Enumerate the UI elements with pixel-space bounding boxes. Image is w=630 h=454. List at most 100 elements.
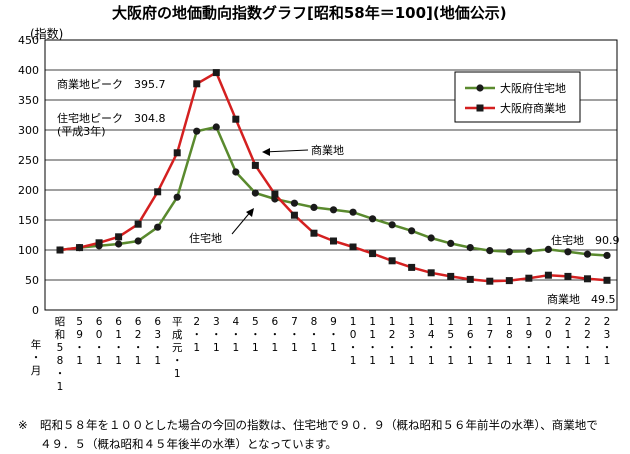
x-tick-label: 1 <box>604 355 611 367</box>
x-tick-label: ・ <box>270 329 281 341</box>
x-tick-label: 9 <box>330 316 337 328</box>
x-tick-label: 1 <box>232 342 239 354</box>
data-point <box>525 247 533 255</box>
annotation-com-label: 商業地 <box>311 143 344 157</box>
data-point <box>271 190 279 198</box>
data-point <box>544 271 552 279</box>
x-tick-label: ・ <box>74 342 85 354</box>
x-tick-label: 2 <box>604 316 611 328</box>
x-tick-label: 1 <box>565 329 572 341</box>
x-tick-label: 6 <box>154 316 161 328</box>
x-tick-label: ・ <box>133 342 144 354</box>
data-point <box>368 215 377 223</box>
y-tick-label: 350 <box>18 94 39 107</box>
data-point <box>349 208 357 216</box>
arrow-residential-head <box>246 208 254 217</box>
data-point <box>310 229 318 237</box>
x-tick-label: 9 <box>526 329 533 341</box>
data-point <box>486 277 494 285</box>
footnote-text: 昭和５８年を１００とした場合の今回の指数は、住宅地で９０．９（概ね昭和５６年前半… <box>40 418 598 451</box>
data-point <box>193 127 201 135</box>
x-tick-label: 6 <box>96 316 103 328</box>
x-tick-label: ・ <box>192 329 203 341</box>
x-tick-label: 8 <box>311 316 318 328</box>
data-point <box>349 243 357 251</box>
data-point <box>290 199 299 207</box>
x-tick-label: 1 <box>467 316 474 328</box>
x-tick-label: ・ <box>55 368 66 380</box>
x-tick-label: 1 <box>408 355 415 367</box>
x-tick-label: 1 <box>174 368 181 380</box>
x-tick-label: 1 <box>389 355 396 367</box>
x-tick-label: ・ <box>406 342 417 354</box>
y-tick-label: 50 <box>25 274 39 287</box>
x-tick-label: ・ <box>211 329 222 341</box>
legend-box <box>454 71 581 123</box>
x-tick-label: 1 <box>428 355 435 367</box>
y-tick-label: 250 <box>18 154 39 167</box>
x-tick-label: 1 <box>213 342 220 354</box>
y-tick-label: 100 <box>18 244 39 257</box>
annotation-com-peak: 商業地ピーク 395.7 <box>57 77 166 91</box>
data-point <box>173 193 181 201</box>
x-tick-label: ・ <box>524 342 535 354</box>
annotation-res-end: 住宅地 90.9 <box>551 233 620 247</box>
x-tick-label: 1 <box>272 342 279 354</box>
x-tick-label: 2 <box>389 329 396 341</box>
annotation-res-label: 住宅地 <box>189 231 222 245</box>
x-tick-label: 1 <box>291 342 298 354</box>
x-tick-label: 2 <box>584 329 591 341</box>
x-tick-label: 6 <box>135 316 142 328</box>
data-point <box>95 239 103 247</box>
x-tick-label: 1 <box>526 316 533 328</box>
x-tick-label: ・ <box>485 342 496 354</box>
x-tick-label: 1 <box>467 355 474 367</box>
x-tick-label: 1 <box>545 355 552 367</box>
x-tick-label: 2 <box>584 316 591 328</box>
y-tick-label: 150 <box>18 214 39 227</box>
x-tick-label: ・ <box>328 329 339 341</box>
data-point <box>173 149 181 157</box>
x-tick-label: 1 <box>506 316 513 328</box>
x-tick-label: ・ <box>250 329 261 341</box>
x-tick-label: 1 <box>447 355 454 367</box>
x-tick-label: 9 <box>76 329 83 341</box>
annotation-res-peak: 住宅地ピーク 304.8 <box>57 111 166 125</box>
x-tick-label: 2 <box>565 316 572 328</box>
x-tick-label: 1 <box>311 342 318 354</box>
data-point <box>290 211 298 219</box>
x-tick-label: 1 <box>193 342 200 354</box>
y-tick-label: 450 <box>18 34 39 47</box>
x-axis-caption: ・ <box>31 352 42 364</box>
x-tick-label: 1 <box>96 355 103 367</box>
x-tick-label: ・ <box>152 342 163 354</box>
x-tick-label: 1 <box>565 355 572 367</box>
x-tick-label: 1 <box>389 316 396 328</box>
data-point <box>388 221 396 229</box>
data-point <box>212 69 220 77</box>
x-tick-label: 8 <box>57 355 64 367</box>
x-tick-label: 1 <box>506 355 513 367</box>
data-point <box>154 188 162 196</box>
legend-swatch-marker <box>476 84 484 92</box>
x-tick-label: 1 <box>135 355 142 367</box>
data-point <box>212 123 220 131</box>
x-tick-label: 6 <box>467 329 474 341</box>
data-point <box>56 246 64 254</box>
x-tick-label: 1 <box>330 342 337 354</box>
x-tick-label: 4 <box>428 329 435 341</box>
x-tick-label: ・ <box>348 342 359 354</box>
x-tick-label: 成 <box>172 329 183 341</box>
x-tick-label: ・ <box>426 342 437 354</box>
data-point <box>369 250 377 258</box>
data-point <box>329 206 338 214</box>
x-tick-label: 1 <box>115 329 122 341</box>
x-tick-label: 0 <box>350 329 357 341</box>
x-tick-label: 2 <box>545 316 552 328</box>
data-point <box>115 233 123 241</box>
x-tick-label: ・ <box>445 342 456 354</box>
x-tick-label: 1 <box>154 355 161 367</box>
data-point <box>310 203 318 211</box>
x-tick-label: 元 <box>172 342 183 354</box>
x-tick-label: 和 <box>55 329 66 341</box>
